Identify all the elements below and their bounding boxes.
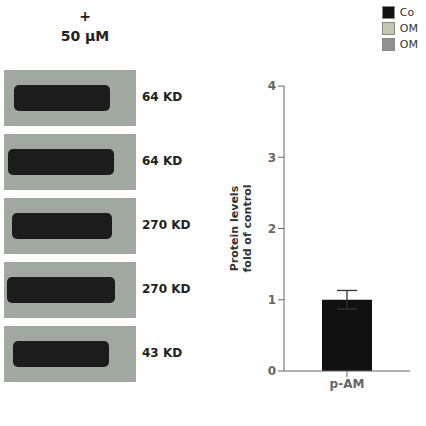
html-text:OM: OM [399, 38, 418, 51]
svg-text:p-AM: p-AM [330, 377, 365, 391]
svg-text:4: 4 [268, 79, 276, 93]
svg-text:1: 1 [268, 293, 276, 307]
svg-text:2: 2 [268, 222, 276, 236]
svg-text:0: 0 [268, 364, 276, 378]
html-text:Co: Co [399, 6, 415, 19]
svg-text:3: 3 [268, 151, 276, 165]
svg-text:Protein levelsfold of control: Protein levelsfold of control [228, 185, 254, 273]
html-text:64 KD: 64 KD [142, 90, 183, 104]
html-text:50 μM: 50 μM [60, 28, 110, 44]
html-text:64 KD: 64 KD [142, 154, 183, 168]
html-text:270 KD: 270 KD [142, 218, 191, 232]
html-text:270 KD: 270 KD [142, 282, 191, 296]
html-text:OM: OM [399, 22, 418, 35]
html-text:43 KD: 43 KD [142, 346, 183, 360]
